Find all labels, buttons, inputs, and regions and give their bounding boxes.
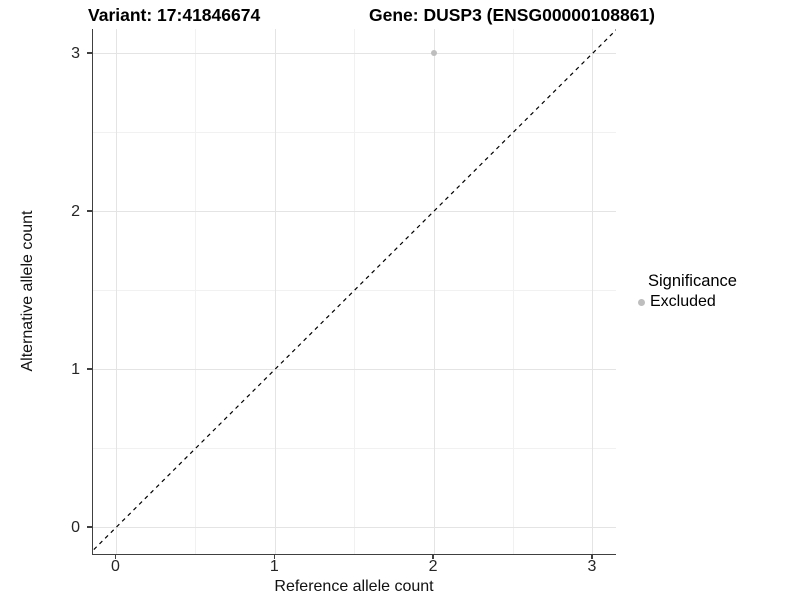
y-axis-tick-label: 3 — [71, 44, 80, 62]
minor-gridline-vertical — [354, 29, 356, 554]
major-gridline-horizontal — [93, 210, 616, 212]
major-gridline-vertical — [433, 29, 435, 554]
major-gridline-vertical — [592, 29, 594, 554]
x-axis-title: Reference allele count — [274, 578, 434, 595]
minor-gridline-horizontal — [93, 289, 616, 291]
minor-gridline-vertical — [195, 29, 197, 554]
y-axis-tick-label: 0 — [71, 518, 80, 536]
x-axis-tick — [114, 554, 117, 559]
data-point — [431, 50, 438, 56]
x-axis-tick — [591, 554, 593, 559]
x-axis-tick — [432, 554, 434, 559]
x-axis-tick-label: 1 — [269, 558, 279, 575]
gene-title: Gene: DUSP3 (ENSG00000108861) — [369, 5, 655, 25]
major-gridline-vertical — [274, 29, 276, 554]
major-gridline-vertical — [116, 29, 117, 554]
y-axis-title: Alternative allele count — [19, 210, 36, 372]
excluded-point-icon — [638, 298, 645, 306]
y-axis-tick — [87, 526, 92, 528]
x-axis-tick-label: 0 — [111, 558, 120, 575]
legend-item-excluded: Excluded — [638, 293, 737, 311]
y-axis-tick-label: 1 — [71, 360, 80, 378]
major-gridline-horizontal — [93, 52, 616, 54]
identity-dashed-line — [93, 29, 616, 552]
y-axis-tick — [87, 368, 92, 370]
y-axis-tick — [87, 210, 92, 212]
legend-title: Significance — [648, 272, 737, 290]
variant-title: Variant: 17:41846674 — [88, 5, 261, 25]
minor-gridline-vertical — [513, 29, 514, 554]
legend: Significance Excluded — [638, 272, 737, 311]
y-axis-tick-label: 2 — [71, 202, 80, 220]
x-axis-tick-label: 3 — [587, 558, 597, 575]
legend-item-label: Excluded — [650, 293, 716, 310]
major-gridline-horizontal — [93, 526, 616, 528]
y-axis-tick — [87, 52, 92, 54]
major-gridline-horizontal — [93, 368, 616, 370]
x-axis-tick — [273, 554, 276, 559]
plot-area — [92, 29, 616, 555]
x-axis-tick-label: 2 — [428, 558, 438, 575]
minor-gridline-horizontal — [93, 131, 616, 133]
